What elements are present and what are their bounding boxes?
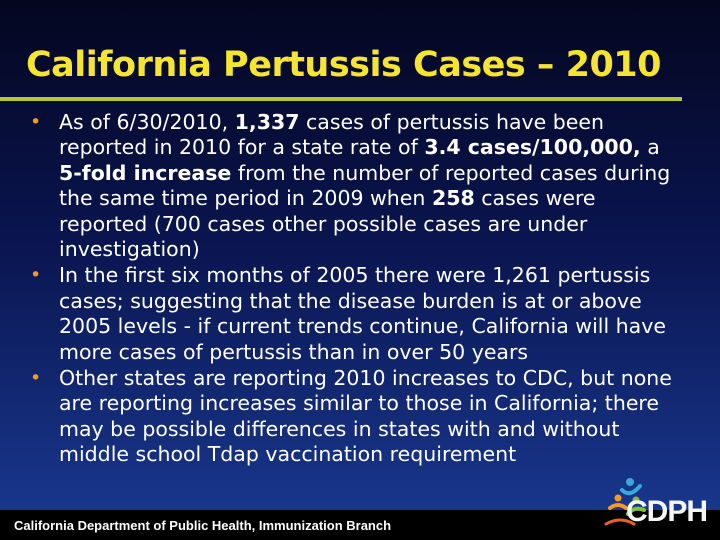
bullet-text: As of 6/30/2010, [59, 110, 235, 134]
bullet-text: In the first six months of 2005 there we… [59, 263, 666, 363]
bold-text: 1,337 [235, 110, 300, 134]
bullet-list: • As of 6/30/2010, 1,337 cases of pertuss… [30, 110, 680, 469]
cdph-logo-text: CDPH [626, 495, 707, 529]
bullet-text: a [641, 135, 660, 159]
bold-text: 258 [432, 186, 475, 210]
title-underline [0, 97, 682, 101]
bullet-text: Other states are reporting 2010 increase… [59, 366, 672, 466]
bullet-marker-icon: • [30, 263, 41, 288]
bullet-marker-icon: • [30, 110, 41, 135]
bullet-marker-icon: • [30, 366, 41, 391]
bold-text: 5-fold increase [59, 161, 231, 185]
slide-title: California Pertussis Cases – 2010 [26, 44, 706, 86]
bullet-item: • As of 6/30/2010, 1,337 cases of pertuss… [30, 110, 680, 262]
bold-text: 3.4 cases/100,000, [424, 135, 640, 159]
bullet-item: • In the first six months of 2005 there w… [30, 263, 680, 365]
bullet-item: • Other states are reporting 2010 increas… [30, 366, 680, 468]
footer-text: California Department of Public Health, … [14, 518, 391, 533]
